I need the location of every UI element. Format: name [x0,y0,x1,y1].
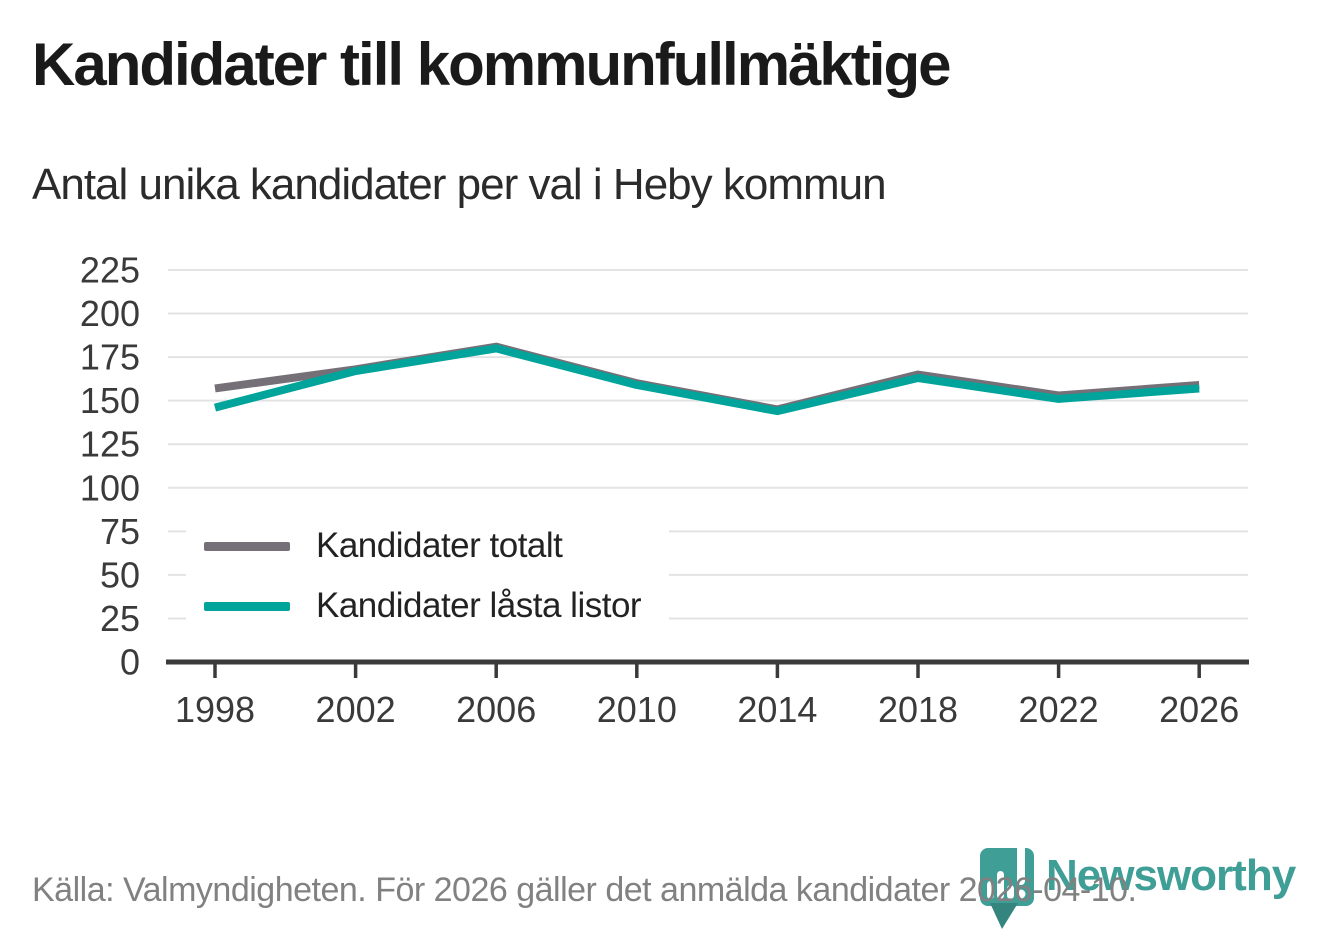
svg-text:2026: 2026 [1159,689,1239,730]
gridlines [168,269,1248,620]
chart-legend: Kandidater totalt Kandidater låsta listo… [186,514,670,640]
svg-text:125: 125 [80,424,140,465]
legend-label: Kandidater totalt [316,526,563,565]
svg-text:200: 200 [80,293,140,334]
newsworthy-wordmark: Newsworthy [1046,851,1296,900]
source-note: Källa: Valmyndigheten. För 2026 gäller d… [32,871,1137,909]
svg-text:225: 225 [80,250,140,291]
svg-text:1998: 1998 [175,689,255,730]
line-series-1 [213,344,1200,416]
legend-item-kandidater-lasta-listor: Kandidater låsta listor [204,586,642,626]
svg-text:150: 150 [80,380,140,421]
svg-text:2006: 2006 [456,689,536,730]
svg-text:75: 75 [100,511,140,552]
svg-text:2022: 2022 [1019,689,1099,730]
svg-text:2002: 2002 [316,689,396,730]
legend-item-kandidater-totalt: Kandidater totalt [204,526,641,566]
svg-text:0: 0 [120,642,140,683]
legend-swatch [204,601,290,611]
newsworthy-pin-icon [980,843,1034,929]
chart-subtitle: Antal unika kandidater per val i Heby ko… [32,160,887,209]
svg-text:2010: 2010 [597,689,677,730]
svg-text:2014: 2014 [737,689,817,730]
legend-swatch [204,541,290,551]
page-title: Kandidater till kommunfullmäktige [32,31,951,98]
svg-text:25: 25 [100,598,140,639]
newsworthy-logo: Newsworthy [978,843,1296,933]
svg-text:100: 100 [80,467,140,508]
x-axis: 1998 2002 2006 2010 2014 2018 2022 2026 [166,659,1249,730]
svg-text:175: 175 [80,337,140,378]
legend-label: Kandidater låsta listor [316,586,642,625]
svg-text:50: 50 [100,554,140,595]
svg-text:2018: 2018 [878,689,958,730]
